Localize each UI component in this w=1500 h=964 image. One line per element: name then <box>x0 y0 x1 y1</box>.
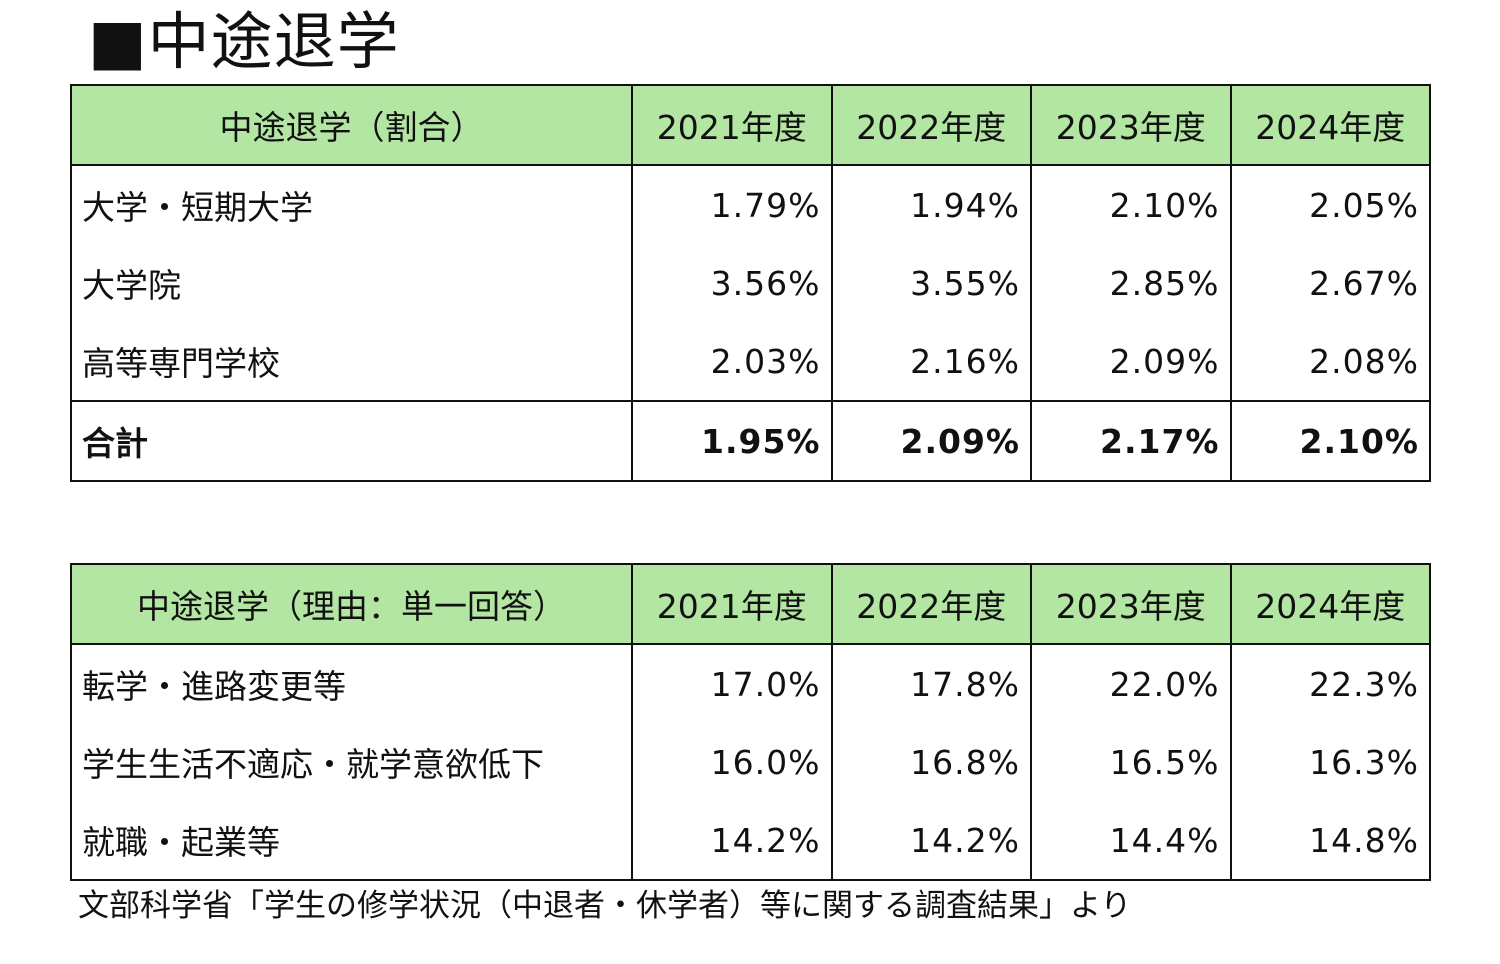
table-cell: 2.08% <box>1229 322 1431 401</box>
total-label: 合計 <box>70 400 633 481</box>
table-cell: 1.79% <box>631 165 833 244</box>
column-header-reason: 中途退学（理由：単一回答） <box>70 563 633 645</box>
column-header-year: 2023年度 <box>1030 563 1232 645</box>
table-cell: 14.4% <box>1030 801 1232 880</box>
table-cell: 16.8% <box>830 723 1032 801</box>
column-header-year: 2022年度 <box>830 563 1032 645</box>
total-cell: 2.10% <box>1229 400 1431 481</box>
table-cell: 14.2% <box>830 801 1032 880</box>
row-label: 大学院 <box>70 244 633 322</box>
table-cell: 16.5% <box>1030 723 1232 801</box>
table-cell: 2.05% <box>1229 165 1431 244</box>
table-cell: 17.0% <box>631 644 833 723</box>
table-cell: 22.0% <box>1030 644 1232 723</box>
table-row: 転学・進路変更等 17.0% 17.8% 22.0% 22.3% <box>70 644 1431 723</box>
row-label: 大学・短期大学 <box>70 165 633 244</box>
table-row: 高等専門学校 2.03% 2.16% 2.09% 2.08% <box>70 322 1431 401</box>
row-label: 就職・起業等 <box>70 801 633 880</box>
table-row: 大学院 3.56% 3.55% 2.85% 2.67% <box>70 244 1431 322</box>
row-label: 学生生活不適応・就学意欲低下 <box>70 723 633 801</box>
table-cell: 16.3% <box>1229 723 1431 801</box>
table-cell: 2.67% <box>1229 244 1431 322</box>
total-cell: 2.09% <box>830 400 1032 481</box>
column-header-year: 2021年度 <box>631 563 833 645</box>
table-cell: 14.8% <box>1229 801 1431 880</box>
column-header-category: 中途退学（割合） <box>70 84 633 166</box>
table-row: 学生生活不適応・就学意欲低下 16.0% 16.8% 16.5% 16.3% <box>70 723 1431 801</box>
column-header-year: 2023年度 <box>1030 84 1232 166</box>
table-cell: 1.94% <box>830 165 1032 244</box>
column-header-year: 2024年度 <box>1229 84 1431 166</box>
table-cell: 14.2% <box>631 801 833 880</box>
total-row: 合計 1.95% 2.09% 2.17% 2.10% <box>70 400 1431 481</box>
table-cell: 2.85% <box>1030 244 1232 322</box>
row-label: 高等専門学校 <box>70 322 633 401</box>
table-cell: 2.09% <box>1030 322 1232 401</box>
page-title: ■中途退学 <box>88 5 400 78</box>
table-cell: 3.55% <box>830 244 1032 322</box>
source-note: 文部科学省「学生の修学状況（中退者・休学者）等に関する調査結果」より <box>78 888 1132 924</box>
table-header-row: 中途退学（割合） 2021年度 2022年度 2023年度 2024年度 <box>70 84 1431 166</box>
row-label: 転学・進路変更等 <box>70 644 633 723</box>
column-header-year: 2021年度 <box>631 84 833 166</box>
column-header-year: 2022年度 <box>830 84 1032 166</box>
column-header-year: 2024年度 <box>1229 563 1431 645</box>
table-cell: 22.3% <box>1229 644 1431 723</box>
dropout-rate-table: 中途退学（割合） 2021年度 2022年度 2023年度 2024年度 大学・… <box>70 84 1431 482</box>
table-cell: 3.56% <box>631 244 833 322</box>
dropout-reason-table: 中途退学（理由：単一回答） 2021年度 2022年度 2023年度 2024年… <box>70 563 1431 881</box>
table-cell: 2.03% <box>631 322 833 401</box>
total-cell: 2.17% <box>1030 400 1232 481</box>
table-cell: 16.0% <box>631 723 833 801</box>
table-row: 大学・短期大学 1.79% 1.94% 2.10% 2.05% <box>70 165 1431 244</box>
table-cell: 2.10% <box>1030 165 1232 244</box>
table-cell: 17.8% <box>830 644 1032 723</box>
table-cell: 2.16% <box>830 322 1032 401</box>
total-cell: 1.95% <box>631 400 833 481</box>
table-row: 就職・起業等 14.2% 14.2% 14.4% 14.8% <box>70 801 1431 880</box>
table-header-row: 中途退学（理由：単一回答） 2021年度 2022年度 2023年度 2024年… <box>70 563 1431 645</box>
